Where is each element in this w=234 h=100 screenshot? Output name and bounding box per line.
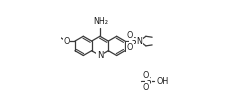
Text: NH₂: NH₂ [93,17,108,26]
Text: O: O [143,83,149,92]
Text: S: S [145,77,151,86]
Text: O: O [143,71,149,80]
Text: O: O [127,42,133,52]
Text: N: N [97,51,103,60]
Text: N: N [137,37,143,46]
Text: OH: OH [157,77,169,86]
Text: O: O [127,31,133,40]
Text: O: O [63,37,70,46]
Text: S: S [130,37,135,46]
